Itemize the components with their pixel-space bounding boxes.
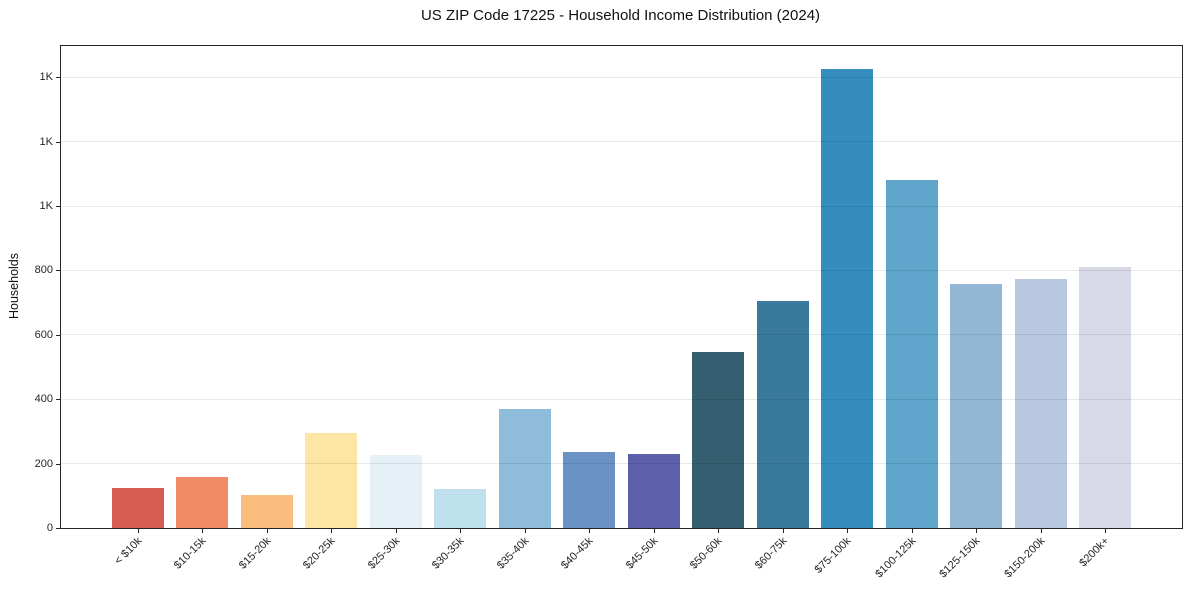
bar-$100-125k <box>885 179 938 528</box>
bar-$20-25k <box>305 433 358 528</box>
y-tick-label: 1K <box>39 71 53 84</box>
x-tick-mark <box>911 528 913 533</box>
y-tick-mark <box>56 399 60 401</box>
x-tick-mark <box>266 528 268 533</box>
y-tick-mark <box>56 141 60 143</box>
x-tick-mark <box>137 528 139 533</box>
bar-$125-150k <box>950 284 1003 528</box>
x-tick-mark <box>524 528 526 533</box>
gridline <box>61 334 1182 336</box>
x-tick-mark <box>395 528 397 533</box>
gridline <box>61 76 1182 78</box>
gridline <box>61 398 1182 400</box>
y-tick-label: 400 <box>34 393 53 406</box>
bar-< $10k <box>111 488 164 528</box>
y-tick-label: 1K <box>39 135 53 148</box>
y-tick-mark <box>56 334 60 336</box>
x-tick-mark <box>1105 528 1107 533</box>
x-tick-mark <box>976 528 978 533</box>
x-tick-mark <box>782 528 784 533</box>
chart-title: US ZIP Code 17225 - Household Income Dis… <box>420 7 821 24</box>
y-tick-label: 200 <box>34 457 53 470</box>
bar-$35-40k <box>498 409 551 528</box>
bar-$25-30k <box>369 455 422 528</box>
bar-$60-75k <box>756 301 809 528</box>
bar-$45-50k <box>627 453 680 528</box>
y-tick-mark <box>56 77 60 79</box>
axis-ticks-layer: 0 200 400 600 800 1K 1K 1K < $10k $10-15k $15-20k $… <box>35 46 1182 580</box>
x-tick-mark <box>589 528 591 533</box>
x-tick-mark <box>202 528 204 533</box>
bar-$40-45k <box>563 451 616 528</box>
y-tick-label: 1K <box>39 200 53 213</box>
bar-$150-200k <box>1014 278 1067 528</box>
bar-$15-20k <box>240 494 293 528</box>
bar-$75-100k <box>821 68 874 528</box>
y-tick-label: 0 <box>46 522 53 534</box>
bars-layer <box>61 46 1182 528</box>
y-tick-label: 600 <box>34 328 53 341</box>
gridline <box>61 205 1182 207</box>
y-tick-mark <box>56 528 60 529</box>
x-tick-mark <box>847 528 849 533</box>
y-tick-mark <box>56 270 60 272</box>
bar-$30-35k <box>434 489 487 528</box>
bar-$10-15k <box>176 477 229 528</box>
x-tick-mark <box>460 528 462 533</box>
x-tick-label: < $10k <box>112 535 145 568</box>
x-tick-mark <box>1040 528 1042 533</box>
y-tick-mark <box>56 206 60 208</box>
y-tick-label: 800 <box>34 264 53 277</box>
gridlines-layer <box>61 46 1182 528</box>
x-tick-mark <box>653 528 655 533</box>
gridline <box>61 269 1182 271</box>
plot-area: 0 200 400 600 800 1K 1K 1K < $10k $10-15k $15-20k $… <box>35 45 1183 580</box>
x-tick-mark <box>331 528 333 533</box>
gridline <box>61 463 1182 465</box>
gridline <box>61 141 1182 143</box>
bar-$200k+ <box>1079 266 1132 528</box>
bar-$50-60k <box>692 352 745 528</box>
y-tick-mark <box>56 463 60 465</box>
x-tick-mark <box>718 528 720 533</box>
